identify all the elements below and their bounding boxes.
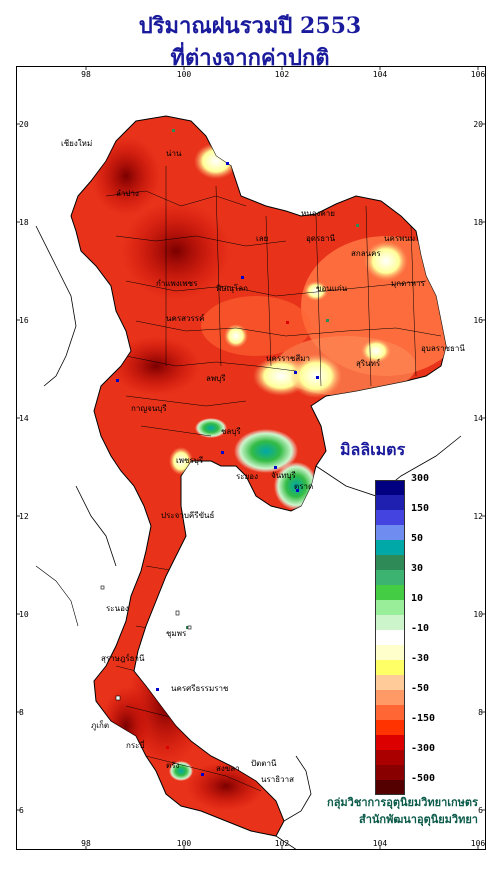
province-label: หนองคาย (301, 209, 335, 218)
legend-swatch (375, 690, 405, 705)
province-label: นราธิวาส (261, 775, 294, 784)
province-label: ลำปาง (116, 189, 139, 198)
legend-swatch (375, 540, 405, 555)
legend-swatch (375, 480, 405, 495)
province-label: เลย (256, 234, 268, 243)
legend-swatch (375, 510, 405, 525)
province-label: สุรินทร์ (356, 358, 381, 368)
legend-swatch (375, 495, 405, 510)
y-tick-label-right: 10 (473, 610, 483, 619)
province-label: มุกดาหาร (391, 279, 426, 288)
y-tick-label-left: 10 (19, 610, 29, 619)
province-label: ชุมพร (166, 629, 187, 638)
legend-label: -10 (411, 623, 430, 634)
province-label: นครศรีธรรมราช (171, 684, 229, 693)
y-tick-label-left: 20 (19, 120, 29, 129)
province-label: ตรัง (166, 761, 179, 770)
legend-label: 30 (411, 563, 424, 574)
province-label: ระนอง (106, 604, 129, 613)
y-tick-label-right: 20 (473, 120, 483, 129)
province-label: จันทบุรี (271, 471, 297, 480)
legend-label: 300 (411, 473, 430, 484)
province-label: สกลนคร (351, 249, 381, 258)
x-tick-label-bottom: 98 (81, 839, 91, 848)
legend-swatch (375, 765, 405, 780)
legend-swatch (375, 600, 405, 615)
legend-label: -50 (411, 683, 430, 694)
province-label: ภูเก็ต (91, 720, 109, 731)
province-label: อุดรธานี (306, 234, 336, 243)
y-tick-label-right: 8 (478, 708, 483, 717)
y-tick-label-left: 8 (19, 708, 24, 717)
legend-swatch (375, 645, 405, 660)
legend-swatch (375, 660, 405, 675)
x-tick-label-top: 98 (81, 70, 91, 79)
legend-swatch (375, 585, 405, 600)
province-label: ปัตตานี (251, 759, 277, 768)
province-label: กาญจนบุรี (131, 404, 167, 413)
legend-swatch (375, 615, 405, 630)
province-label: น่าน (166, 149, 182, 158)
legend-title: มิลลิเมตร (340, 440, 406, 459)
province-label: ตราด (294, 482, 313, 491)
y-tick-label-left: 6 (19, 806, 24, 815)
province-label: ชลบุรี (221, 427, 241, 436)
legend-swatch (375, 735, 405, 750)
y-tick-label-right: 18 (473, 218, 483, 227)
legend-label: -150 (411, 713, 436, 724)
legend-colorbar (375, 480, 405, 795)
x-tick-label-bottom: 102 (275, 839, 290, 848)
province-label: กำแพงเพชร (156, 279, 198, 288)
y-tick-label-right: 16 (473, 316, 483, 325)
rainfall-anomaly-map: 98 100 102 104 106 98 100 102 104 106 2018161412… (16, 66, 486, 850)
province-label: ระยอง (236, 472, 258, 481)
province-label: เพชรบุรี (176, 456, 204, 465)
legend-swatch (375, 750, 405, 765)
province-label: นครราชสีมา (266, 354, 310, 363)
province-label: นครพนม (384, 234, 415, 243)
y-tick-label-left: 16 (19, 316, 29, 325)
legend-swatch (375, 675, 405, 690)
y-tick-label-left: 18 (19, 218, 29, 227)
legend-label: -500 (411, 773, 436, 784)
province-label: อุบลราชธานี (421, 344, 465, 353)
x-tick-label-top: 100 (177, 70, 192, 79)
province-label: พิษณุโลก (216, 283, 248, 293)
x-tick-label-bottom: 100 (177, 839, 192, 848)
legend-label: -300 (411, 743, 436, 754)
province-label: กระบี่ (126, 739, 145, 750)
x-tick-label-bottom: 106 (471, 839, 486, 848)
legend-swatch (375, 780, 405, 795)
province-label: สุราษฎร์ธานี (101, 653, 145, 663)
legend-swatch (375, 570, 405, 585)
province-label: ลพบุรี (206, 374, 226, 383)
y-tick-label-right: 14 (473, 414, 483, 423)
legend-swatch (375, 630, 405, 645)
x-tick-label-bottom: 104 (373, 839, 388, 848)
y-tick-label-right: 12 (473, 512, 483, 521)
province-label: ขอนแก่น (316, 284, 348, 293)
y-tick-label-left: 14 (19, 414, 29, 423)
legend-swatch (375, 720, 405, 735)
legend-label: 150 (411, 503, 430, 514)
province-label: ประจวบคีรีขันธ์ (161, 510, 215, 520)
legend-swatch (375, 525, 405, 540)
province-label: เชียงใหม่ (61, 139, 92, 148)
x-tick-label-top: 102 (275, 70, 290, 79)
province-label: สงขลา (216, 764, 240, 773)
y-tick-label-right: 6 (478, 806, 483, 815)
credit-line1: กลุ่มวิชาการอุตุนิยมวิทยาเกษตร (327, 796, 478, 809)
legend-label: -30 (411, 653, 430, 664)
x-tick-label-top: 104 (373, 70, 388, 79)
legend-label: 10 (411, 593, 424, 604)
province-label: นครสวรรค์ (166, 313, 204, 323)
legend-swatch (375, 705, 405, 720)
legend-swatch (375, 555, 405, 570)
map-title-line1: ปริมาณฝนรวมปี 2553 (138, 13, 362, 39)
credit-line2: สำนักพัฒนาอุตุนิยมวิทยา (359, 813, 478, 826)
legend-label: 50 (411, 533, 424, 544)
y-tick-label-left: 12 (19, 512, 29, 521)
x-tick-label-top: 106 (471, 70, 486, 79)
